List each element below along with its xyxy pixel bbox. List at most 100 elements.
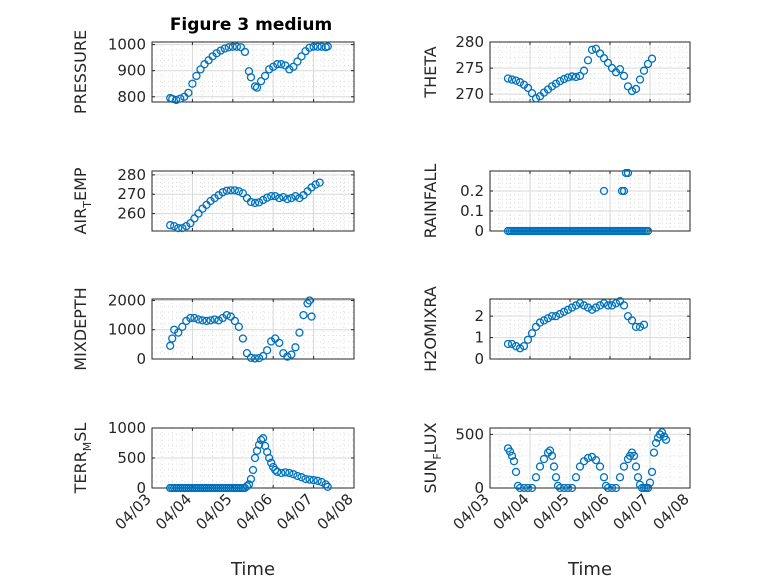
data-point bbox=[531, 94, 541, 103]
data-point bbox=[262, 346, 272, 355]
data-point bbox=[649, 448, 659, 457]
data-point bbox=[511, 76, 521, 85]
data-point bbox=[543, 314, 553, 323]
data-point bbox=[226, 186, 235, 195]
data-point bbox=[527, 483, 537, 493]
data-point bbox=[246, 73, 256, 82]
data-point bbox=[507, 451, 517, 461]
data-point bbox=[595, 301, 605, 310]
data-point bbox=[190, 313, 199, 323]
x-tick-label: 04/07 bbox=[610, 490, 653, 533]
data-point bbox=[571, 72, 581, 82]
data-point bbox=[623, 82, 633, 91]
data-point bbox=[579, 66, 589, 75]
data-point bbox=[311, 180, 320, 189]
data-point bbox=[595, 49, 605, 58]
data-point bbox=[611, 299, 621, 308]
data-point bbox=[234, 187, 244, 196]
data-point bbox=[639, 320, 649, 329]
y-tick-label: 500 bbox=[117, 449, 146, 467]
data-point bbox=[174, 328, 183, 337]
data-point bbox=[186, 313, 195, 323]
data-point bbox=[232, 42, 241, 51]
data-point bbox=[631, 462, 641, 471]
data-point bbox=[258, 434, 268, 443]
data-point bbox=[170, 222, 179, 231]
data-point bbox=[633, 473, 643, 482]
x-tick-label: 04/03 bbox=[450, 490, 493, 533]
data-point bbox=[192, 71, 201, 81]
data-point bbox=[599, 473, 609, 482]
data-point bbox=[567, 303, 577, 312]
data-point bbox=[250, 198, 260, 208]
x-tick-label: 04/05 bbox=[192, 490, 235, 533]
data-point bbox=[287, 350, 296, 359]
data-point bbox=[194, 209, 203, 218]
plot-area bbox=[490, 171, 690, 231]
data-point bbox=[196, 65, 205, 74]
data-point bbox=[643, 59, 653, 69]
data-point bbox=[575, 462, 585, 471]
data-point bbox=[571, 473, 581, 482]
data-point bbox=[262, 193, 272, 202]
data-point bbox=[313, 42, 322, 51]
data-point bbox=[535, 318, 545, 327]
data-point bbox=[531, 473, 541, 482]
x-axis-label: Time bbox=[567, 559, 612, 580]
data-point bbox=[240, 483, 250, 493]
data-point bbox=[545, 446, 555, 455]
axes-box bbox=[151, 298, 355, 360]
data-point bbox=[260, 71, 270, 81]
x-tick-label: 04/06 bbox=[570, 490, 613, 533]
data-point bbox=[323, 42, 332, 51]
data-point bbox=[166, 341, 175, 350]
data-point bbox=[635, 75, 645, 84]
data-point bbox=[555, 483, 565, 493]
data-point bbox=[202, 316, 211, 326]
data-point bbox=[301, 474, 310, 484]
data-point bbox=[619, 301, 629, 310]
y-tick-label: 0 bbox=[474, 350, 484, 368]
y-tick-label: 2 bbox=[474, 307, 484, 325]
data-point bbox=[271, 192, 280, 201]
data-point bbox=[234, 322, 244, 331]
data-point bbox=[645, 478, 655, 487]
data-point bbox=[277, 468, 286, 478]
x-tick-label: 04/08 bbox=[314, 490, 357, 533]
data-point bbox=[246, 353, 256, 362]
y-tick-label: 1 bbox=[474, 329, 484, 347]
y-tick-label: 0.1 bbox=[460, 202, 484, 220]
data-point bbox=[523, 83, 533, 93]
data-point bbox=[599, 54, 609, 63]
subplot-2: 270 275 280 THETA bbox=[421, 33, 691, 103]
y-tick-label: 0.2 bbox=[460, 182, 484, 200]
data-point bbox=[575, 299, 585, 308]
data-point bbox=[228, 42, 237, 51]
data-point bbox=[295, 328, 304, 337]
data-point bbox=[619, 186, 629, 196]
y-tick-label: 270 bbox=[117, 185, 146, 203]
subplot-6: 0 1 2 H2OMIXRA bbox=[421, 286, 691, 372]
x-tick-label: 04/08 bbox=[650, 490, 693, 533]
y-tick-label: 0 bbox=[136, 350, 146, 368]
subplot-4: 0 0.1 0.2 RAINFALL bbox=[421, 164, 691, 240]
y-axis-label: THETA bbox=[421, 46, 440, 98]
y-tick-label: 0 bbox=[136, 479, 146, 497]
data-point bbox=[603, 58, 613, 68]
data-point bbox=[509, 457, 519, 466]
data-point bbox=[315, 178, 324, 187]
data-point bbox=[230, 316, 239, 326]
data-point bbox=[246, 197, 256, 207]
data-point bbox=[317, 42, 326, 51]
axes-box bbox=[489, 427, 691, 489]
data-point bbox=[250, 354, 260, 363]
data-point bbox=[559, 74, 569, 84]
data-point bbox=[657, 428, 667, 437]
axes-box bbox=[489, 41, 691, 103]
data-point bbox=[265, 453, 274, 463]
data-point bbox=[305, 296, 314, 305]
y-axis-label: AIRTEMP bbox=[71, 167, 94, 234]
data-point bbox=[166, 221, 175, 230]
data-point bbox=[555, 76, 565, 86]
